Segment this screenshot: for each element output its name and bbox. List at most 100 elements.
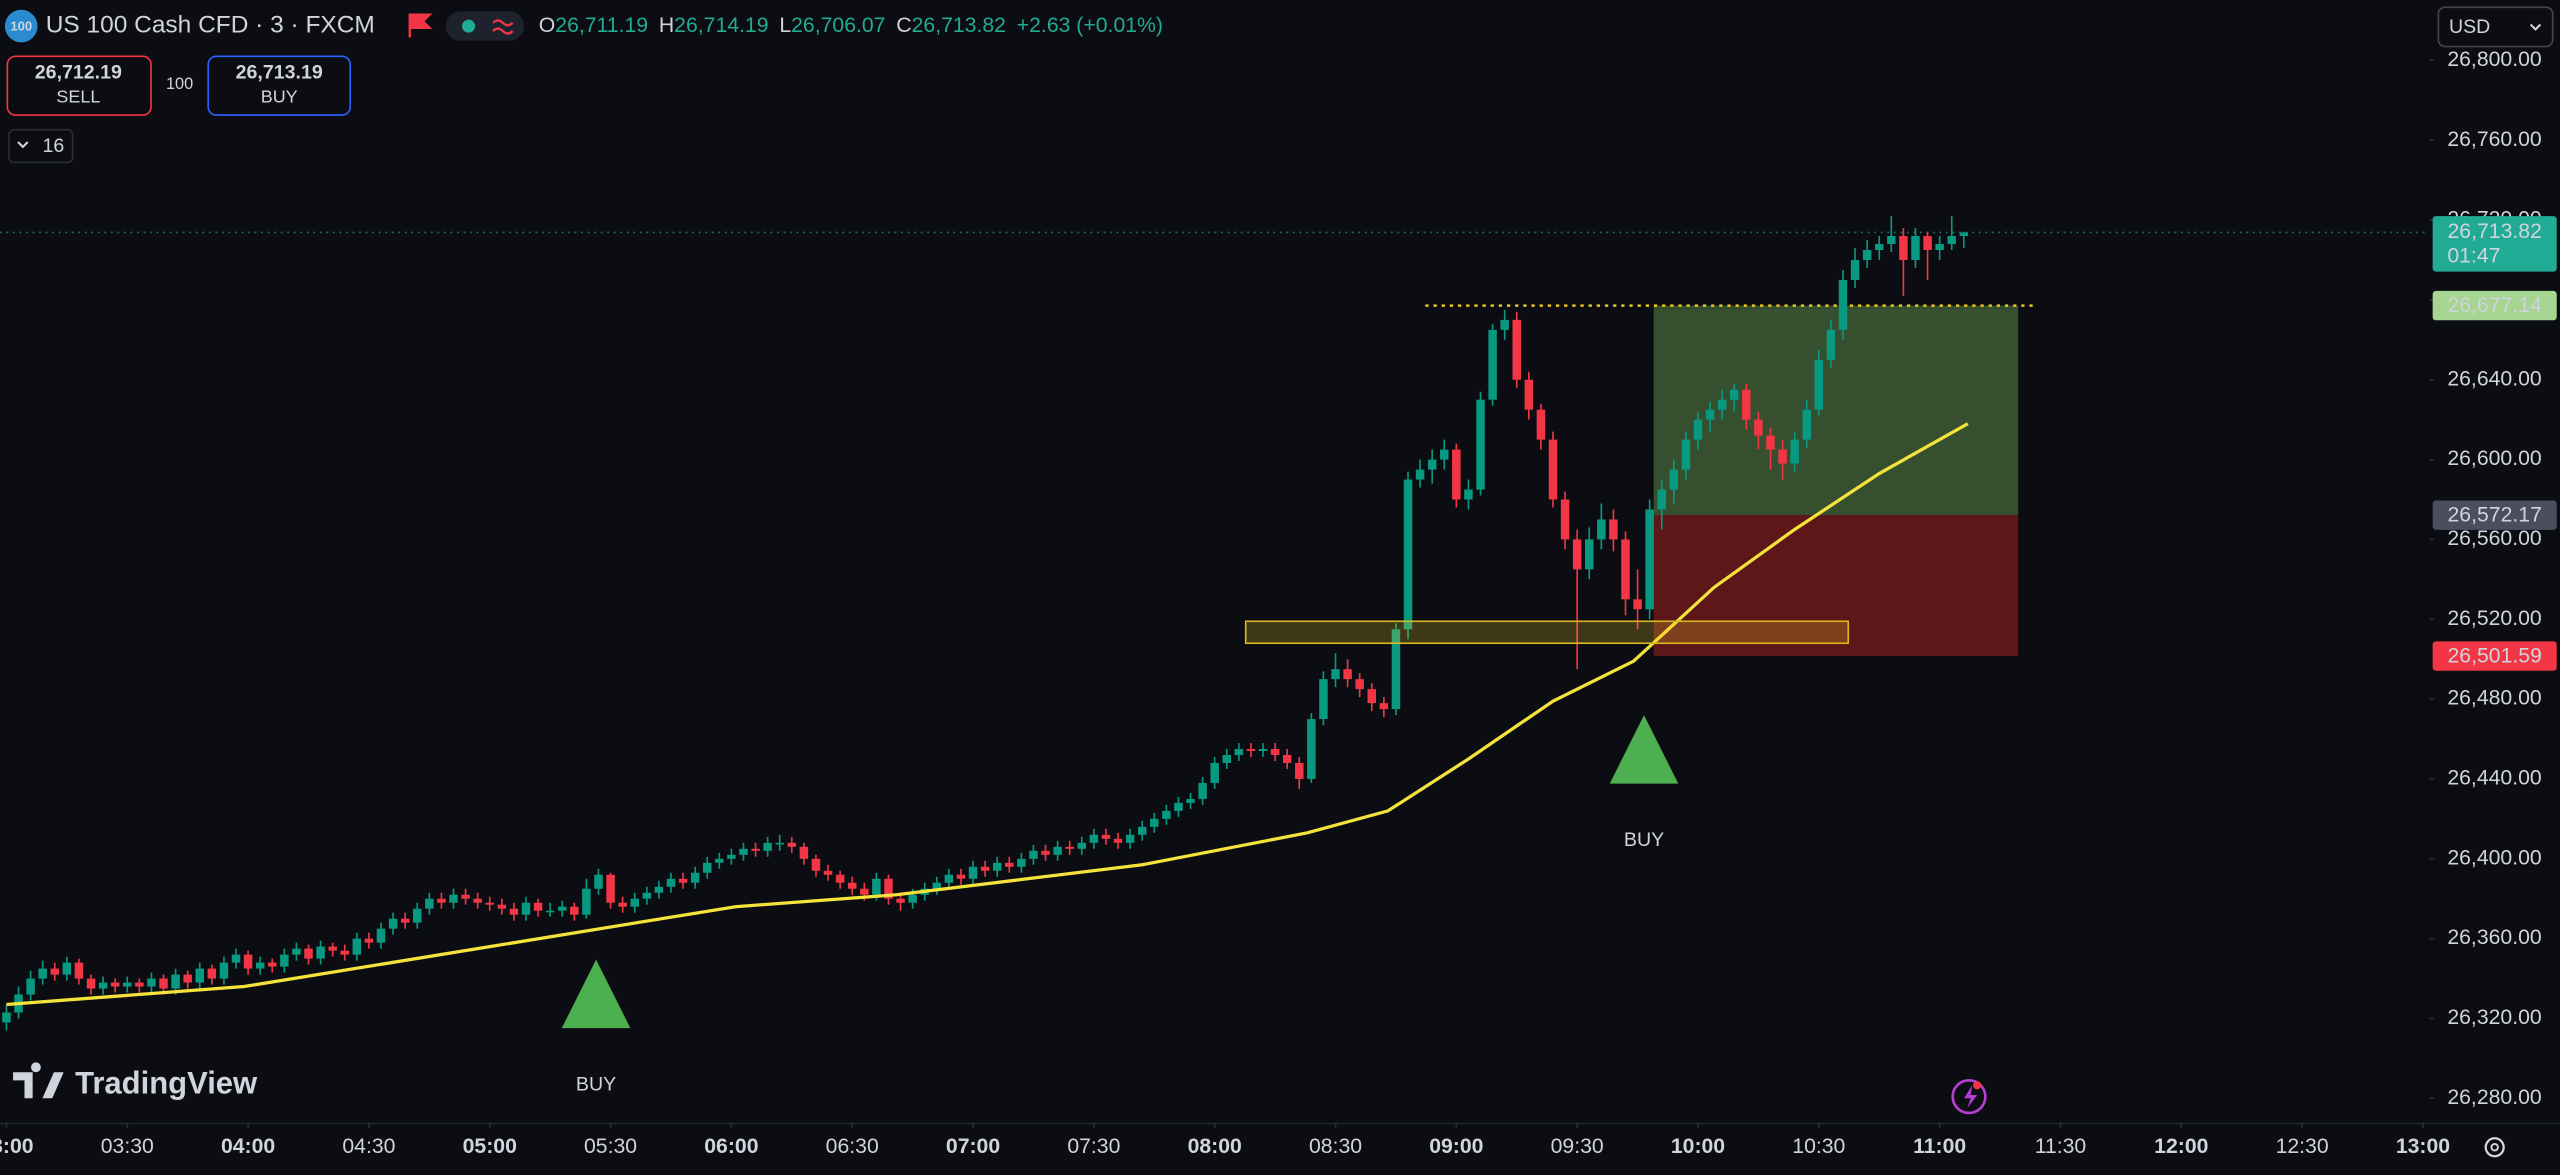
candle-body	[727, 854, 736, 859]
ohlc-value: 26,706.07	[791, 14, 885, 37]
candle-body	[872, 878, 881, 895]
candle-body	[956, 874, 966, 879]
candle-body	[1572, 539, 1582, 570]
x-tick-label: 07:00	[946, 1135, 1000, 1158]
candle-body	[594, 874, 603, 889]
candle-body	[1331, 669, 1340, 680]
candle-body	[1295, 762, 1304, 779]
candle-body	[1609, 519, 1618, 540]
flag-icon[interactable]	[408, 13, 433, 38]
candle-body	[1669, 469, 1679, 490]
price-tag	[2432, 290, 2557, 321]
x-tick-label: 07:30	[1067, 1135, 1120, 1158]
candle-body	[835, 874, 845, 883]
price-tag	[2432, 641, 2557, 671]
candle-body	[304, 948, 313, 959]
candle-body	[86, 978, 96, 989]
x-tick-label: 08:00	[1188, 1135, 1242, 1158]
status-pill[interactable]	[445, 11, 525, 41]
candle-body	[1077, 842, 1087, 849]
candle-body	[388, 918, 398, 929]
y-tick-label: 26,320.00	[2447, 1006, 2541, 1029]
alert-icon[interactable]	[1951, 1079, 1987, 1115]
market-open-dot	[462, 19, 476, 33]
x-tick-label: 05:00	[463, 1135, 517, 1158]
candle-body	[1234, 749, 1244, 756]
candle-body	[147, 978, 156, 987]
candle-body	[1633, 599, 1642, 610]
candle-body	[1705, 409, 1715, 420]
candle-body	[533, 902, 543, 911]
candle-body	[992, 862, 1002, 871]
buy-button[interactable]	[207, 55, 352, 116]
candle-body	[1053, 846, 1062, 855]
candle-body	[1150, 818, 1159, 827]
candle-body	[1186, 798, 1195, 803]
y-tick-label: 26,640.00	[2447, 367, 2541, 390]
ohlc-label: H	[659, 14, 674, 37]
candle-body	[1548, 439, 1558, 500]
candle-body	[690, 872, 700, 883]
candle-body	[545, 910, 555, 913]
logo-text: TradingView	[75, 1065, 258, 1100]
candle-body	[1307, 719, 1316, 779]
candle-body	[1826, 329, 1836, 360]
ohlc-label: O	[539, 14, 556, 37]
candle-body	[1778, 449, 1787, 464]
candle-body	[1597, 519, 1606, 540]
sell-button[interactable]	[6, 55, 152, 116]
sell-label: SELL	[56, 87, 100, 107]
candle-body	[630, 898, 639, 907]
settings-icon[interactable]	[2484, 1137, 2505, 1158]
ohlc-legend: O26,711.19 H26,714.19 L26,706.07 C26,713…	[539, 14, 1163, 37]
currency-select[interactable]	[2437, 6, 2554, 48]
candle-body	[1343, 669, 1352, 680]
price-tag-label: 26,501.59	[2448, 644, 2542, 667]
candle-body	[437, 898, 446, 903]
candle-body	[654, 886, 664, 893]
quantity[interactable]: 100	[166, 75, 193, 93]
candle-body	[62, 962, 72, 975]
candle-body	[328, 946, 337, 951]
price-tag	[2432, 500, 2557, 530]
candle-body	[1536, 409, 1546, 440]
candle-body	[1319, 679, 1328, 720]
candle-body	[1452, 449, 1461, 500]
signal-label: BUY	[1624, 829, 1664, 851]
buy-signal	[561, 959, 631, 1029]
candle-body	[1693, 419, 1703, 440]
symbol-title[interactable]: US 100 Cash CFD · 3 · FXCM	[46, 12, 375, 39]
alert-dot	[1973, 1081, 1982, 1090]
candle-body	[823, 870, 833, 875]
candle-body	[231, 954, 241, 963]
x-tick-label: 03:30	[101, 1135, 154, 1158]
ema-line	[6, 422, 1969, 1007]
y-tick-label: 26,600.00	[2447, 447, 2541, 470]
candle-body	[1101, 834, 1111, 839]
symbol-badge[interactable]	[4, 9, 38, 43]
x-tick-label: 08:30	[1309, 1135, 1362, 1158]
x-tick-label: 13:00	[2396, 1135, 2450, 1158]
candle-body	[473, 898, 482, 903]
price-axis-bg	[2429, 0, 2560, 1175]
indicators-toggle[interactable]	[8, 128, 74, 164]
candle-body	[1282, 755, 1292, 763]
candle-body	[255, 962, 265, 969]
x-tick-label: 10:30	[1792, 1135, 1845, 1158]
candle-body	[847, 882, 857, 889]
price-tag-label: 26,677.14	[2448, 294, 2543, 317]
candle-body	[364, 938, 374, 943]
candle-body	[1137, 826, 1147, 835]
candle-body	[968, 866, 978, 879]
candle-body	[582, 888, 591, 915]
candle-body	[715, 858, 724, 863]
candle-body	[74, 962, 84, 979]
candle-body	[376, 928, 386, 943]
candle-body	[1162, 810, 1171, 819]
y-tick-label: 26,560.00	[2447, 527, 2541, 550]
candle-body	[775, 842, 784, 845]
candle-body	[135, 982, 144, 987]
x-tick-label: 09:00	[1429, 1135, 1483, 1158]
ohlc-value: 26,714.19	[674, 14, 768, 37]
y-tick-label: 26,360.00	[2447, 926, 2541, 949]
